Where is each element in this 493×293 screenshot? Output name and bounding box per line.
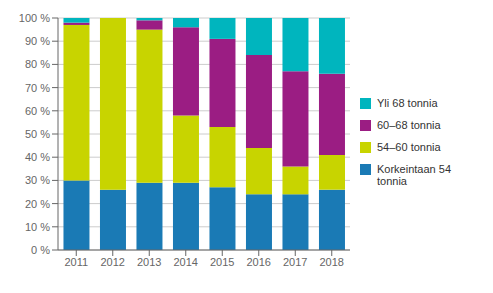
html-text:60–68 tonnia: 60–68 tonnia xyxy=(377,118,441,131)
svg-text:0 %: 0 % xyxy=(31,244,50,256)
svg-text:2015: 2015 xyxy=(210,256,234,268)
html-text:Yli 68 tonnia: Yli 68 tonnia xyxy=(377,96,438,109)
html-text:54–60 tonnia: 54–60 tonnia xyxy=(377,140,441,153)
svg-text:2012: 2012 xyxy=(101,256,125,268)
svg-text:100 %: 100 % xyxy=(19,12,50,24)
svg-text:20 %: 20 % xyxy=(25,198,50,210)
svg-text:30 %: 30 % xyxy=(25,174,50,186)
svg-text:2017: 2017 xyxy=(283,256,307,268)
svg-text:2013: 2013 xyxy=(137,256,161,268)
html-text:tonnia: tonnia xyxy=(377,174,407,187)
svg-text:70 %: 70 % xyxy=(25,82,50,94)
html-text:Korkeintaan 54: Korkeintaan 54 xyxy=(377,162,451,175)
svg-text:2014: 2014 xyxy=(174,256,198,268)
svg-text:80 %: 80 % xyxy=(25,58,50,70)
svg-text:60 %: 60 % xyxy=(25,105,50,117)
svg-text:10 %: 10 % xyxy=(25,221,50,233)
svg-text:2016: 2016 xyxy=(247,256,271,268)
svg-text:40 %: 40 % xyxy=(25,151,50,163)
svg-text:50 %: 50 % xyxy=(25,128,50,140)
svg-text:90 %: 90 % xyxy=(25,35,50,47)
svg-text:2018: 2018 xyxy=(320,256,344,268)
svg-text:2011: 2011 xyxy=(64,256,88,268)
